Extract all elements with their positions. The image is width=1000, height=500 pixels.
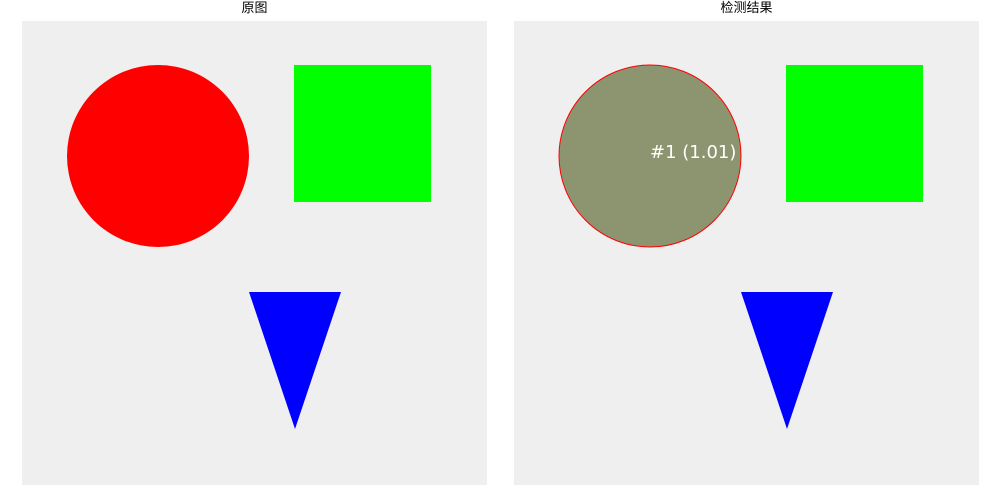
result-image-panel: #1 (1.01) <box>514 21 979 485</box>
original-panel-title: 原图 <box>241 1 268 16</box>
match-label: #1 (1.01) <box>650 142 736 163</box>
green-square-shape <box>294 65 431 202</box>
result-panel-title: 检测结果 <box>720 1 773 16</box>
original-image-panel <box>22 21 487 485</box>
result-blue-triangle-shape <box>741 292 833 429</box>
original-image <box>22 21 487 485</box>
red-circle-shape <box>67 65 249 247</box>
blue-triangle-shape <box>249 292 341 429</box>
result-green-square-shape <box>786 65 923 202</box>
result-image: #1 (1.01) <box>514 21 979 485</box>
detected-circle-shape <box>559 65 741 247</box>
detected-circle-outline <box>558 64 742 248</box>
